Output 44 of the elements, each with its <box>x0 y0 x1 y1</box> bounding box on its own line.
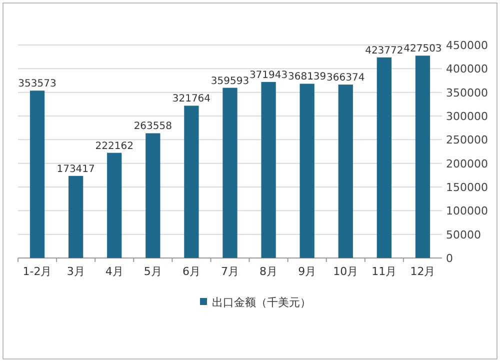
bar <box>222 88 238 258</box>
data-label: 173417 <box>56 164 95 175</box>
bar <box>300 84 314 258</box>
data-label: 222162 <box>95 140 134 152</box>
x-tick-label: 8月 <box>260 265 278 278</box>
x-tick-label: 1-2月 <box>22 265 52 278</box>
x-tick-label: 10月 <box>333 265 358 278</box>
data-label: 321764 <box>172 94 211 105</box>
x-tick-label: 7月 <box>221 265 239 278</box>
bar <box>261 82 276 258</box>
data-label: 371943 <box>249 70 288 81</box>
x-tick-label: 9月 <box>298 265 316 278</box>
data-label: 366374 <box>326 72 365 84</box>
y-tick-label: 100000 <box>446 204 488 218</box>
data-label: 359593 <box>210 76 250 87</box>
y-tick-label: 250000 <box>446 134 488 147</box>
data-label: 423772 <box>365 45 404 56</box>
bar <box>338 84 353 258</box>
bar <box>415 56 430 258</box>
x-tick-label: 3月 <box>66 265 85 278</box>
y-tick-label: 200000 <box>446 157 488 170</box>
x-tick-label: 11月 <box>372 265 397 278</box>
y-tick-label: 150000 <box>446 181 488 194</box>
data-label: 368139 <box>288 72 326 83</box>
y-tick-label: 350000 <box>446 86 488 100</box>
legend-label: 出口金额（千美元） <box>212 296 311 309</box>
bar <box>107 152 122 258</box>
bar <box>376 57 392 258</box>
data-label: 263558 <box>134 121 172 132</box>
y-tick-label: 0 <box>446 252 453 265</box>
bar <box>184 106 199 258</box>
bar <box>30 90 45 258</box>
x-tick-label: 5月 <box>144 265 162 278</box>
y-tick-label: 300000 <box>446 110 488 123</box>
y-tick-label: 400000 <box>446 62 488 76</box>
x-tick-label: 12月 <box>410 265 436 278</box>
bar <box>68 176 84 258</box>
y-tick-label: 450000 <box>446 39 488 52</box>
x-tick-label: 4月 <box>105 265 124 278</box>
x-tick-label: 6月 <box>182 265 200 278</box>
y-tick-label: 50000 <box>446 228 481 242</box>
bar <box>146 133 160 258</box>
data-label: 427503 <box>404 44 442 55</box>
data-label: 353573 <box>18 78 56 90</box>
